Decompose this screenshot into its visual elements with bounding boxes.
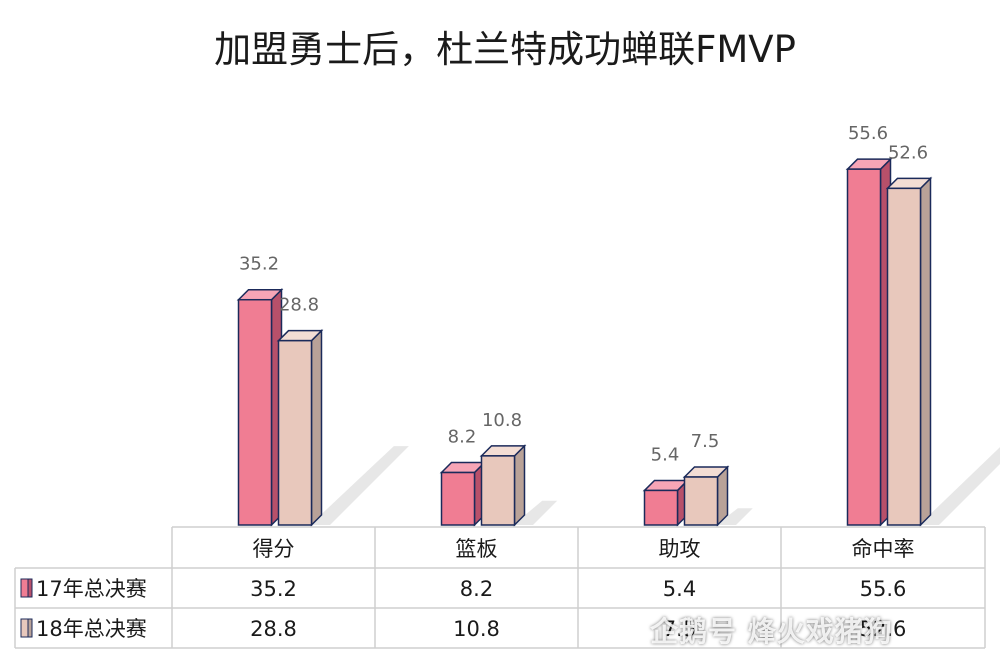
bar-side: [513, 444, 526, 527]
bar: [480, 455, 516, 526]
data-label: 8.2: [448, 427, 477, 448]
bar-shadow: [310, 446, 409, 525]
legend-label: 17年总决赛: [36, 577, 147, 601]
data-label: 55.6: [848, 123, 888, 144]
bar-side: [310, 328, 323, 527]
bar: [440, 471, 476, 526]
bar-1-1: [479, 444, 527, 527]
legend-key-side: [27, 578, 33, 598]
chart-title: 加盟勇士后，杜兰特成功蝉联FMVP: [214, 28, 796, 71]
data-label: 35.2: [239, 254, 279, 275]
bar: [886, 187, 922, 526]
table-value: 7.5: [663, 617, 696, 641]
legend-label: 18年总决赛: [36, 617, 147, 641]
data-label: 10.8: [482, 410, 522, 431]
bar-1-3: [885, 176, 933, 527]
table-value: 52.6: [860, 617, 907, 641]
legend-key-side: [27, 618, 33, 638]
data-label: 28.8: [279, 295, 319, 316]
bars-group: 35.2 8.2 5.4 55.6 28.8 10.8 7.5 52.6: [236, 123, 1000, 527]
category-label: 篮板: [456, 537, 498, 561]
category-label: 得分: [253, 537, 295, 561]
bar-side: [919, 176, 932, 527]
bar-0-3: [845, 157, 893, 527]
bar-shadow: [716, 508, 753, 525]
table-value: 5.4: [663, 577, 696, 601]
data-label: 52.6: [888, 142, 928, 163]
bar: [643, 489, 679, 526]
category-label: 命中率: [852, 537, 915, 561]
legend-key: [20, 578, 29, 598]
table-value: 35.2: [250, 577, 297, 601]
bar: [277, 339, 313, 526]
bar-shadow: [919, 447, 1000, 525]
bar: [846, 168, 882, 526]
data-label: 5.4: [651, 444, 680, 465]
bar-0-0: [236, 287, 284, 527]
bar: [237, 298, 273, 526]
bar: [683, 476, 719, 526]
bar-1-0: [276, 328, 324, 527]
watermark: 企鹅号 烽火戏猪狗: [650, 615, 893, 648]
bar-1-2: [682, 465, 730, 527]
bar-shadow: [513, 500, 558, 525]
category-label: 助攻: [659, 537, 701, 561]
data-label: 7.5: [691, 431, 720, 452]
table-value: 8.2: [460, 577, 493, 601]
bar-0-1: [439, 460, 487, 527]
legend-key: [20, 618, 29, 638]
table-value: 55.6: [860, 577, 907, 601]
data-table: 得分 篮板 助攻 命中率 17年总决赛 35.2 8.2 5.4 55.6 18年总决赛 28.8 1…: [14, 526, 986, 649]
bar-0-2: [642, 478, 690, 527]
table-value: 28.8: [250, 617, 297, 641]
table-value: 10.8: [453, 617, 500, 641]
